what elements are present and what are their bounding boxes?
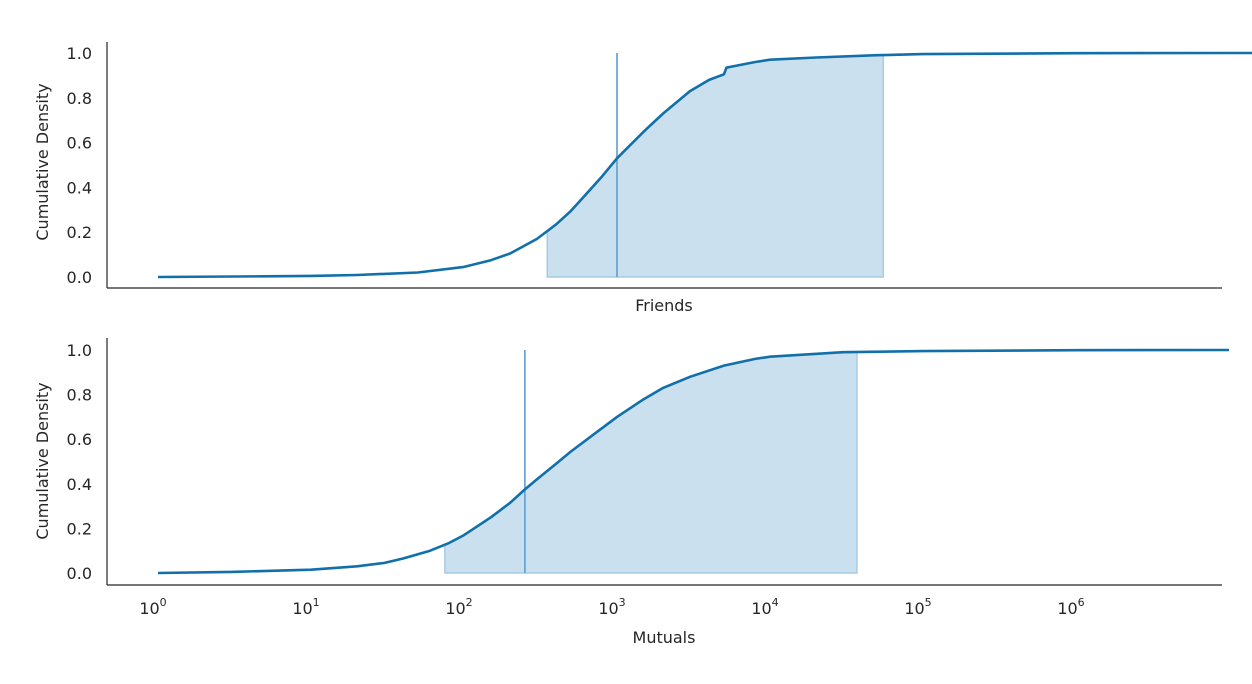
cdf-line-mutuals: [157, 348, 1230, 575]
x-tick-label: 101: [292, 596, 319, 618]
y-tick-label: 0.6: [67, 430, 92, 449]
y-tick-label: 0.2: [67, 519, 92, 538]
x-tick-label: 100: [139, 596, 166, 618]
y-tick-label: 0.6: [67, 134, 92, 153]
x-tick-labels-bottom: 100 101 102 103 104 105 106: [139, 596, 1084, 618]
x-tick-label: 106: [1057, 596, 1084, 618]
cdf-series-line: [157, 348, 1230, 575]
x-tick-label: 104: [751, 596, 778, 618]
y-tick-label: 0.0: [67, 268, 92, 287]
y-tick-label: 0.4: [67, 178, 92, 197]
y-tick-labels-top: 0.0 0.2 0.4 0.6 0.8 1.0: [67, 44, 92, 287]
y-axis-title-top: Cumulative Density: [33, 83, 52, 240]
y-tick-label: 0.2: [67, 223, 92, 242]
y-tick-labels-bottom: 0.0 0.2 0.4 0.6 0.8 1.0: [67, 341, 92, 583]
y-tick-label: 0.8: [67, 386, 92, 405]
x-tick-label: 105: [904, 596, 931, 618]
cdf-series-line: [157, 51, 1252, 279]
y-tick-label: 1.0: [67, 44, 92, 63]
y-axis-title-bottom: Cumulative Density: [33, 382, 52, 539]
x-axis-title-mutuals: Mutuals: [633, 628, 696, 647]
x-axis-title-friends: Friends: [635, 296, 693, 315]
shaded-area: [546, 54, 885, 278]
x-tick-label: 102: [445, 596, 472, 618]
shaded-interval-friends: [546, 54, 885, 278]
panel-friends: 0.0 0.2 0.4 0.6 0.8 1.0 Friends Cumulative De…: [33, 42, 1252, 315]
y-tick-label: 0.0: [67, 564, 92, 583]
shaded-interval-mutuals: [444, 351, 858, 574]
y-tick-label: 1.0: [67, 341, 92, 360]
cdf-line-friends: [157, 51, 1252, 279]
shaded-area: [444, 351, 858, 574]
x-tick-label: 103: [598, 596, 625, 618]
y-tick-label: 0.8: [67, 89, 92, 108]
y-tick-label: 0.4: [67, 475, 92, 494]
panel-mutuals: 0.0 0.2 0.4 0.6 0.8 1.0 100 101 102 103 104 105 106…: [33, 338, 1230, 647]
